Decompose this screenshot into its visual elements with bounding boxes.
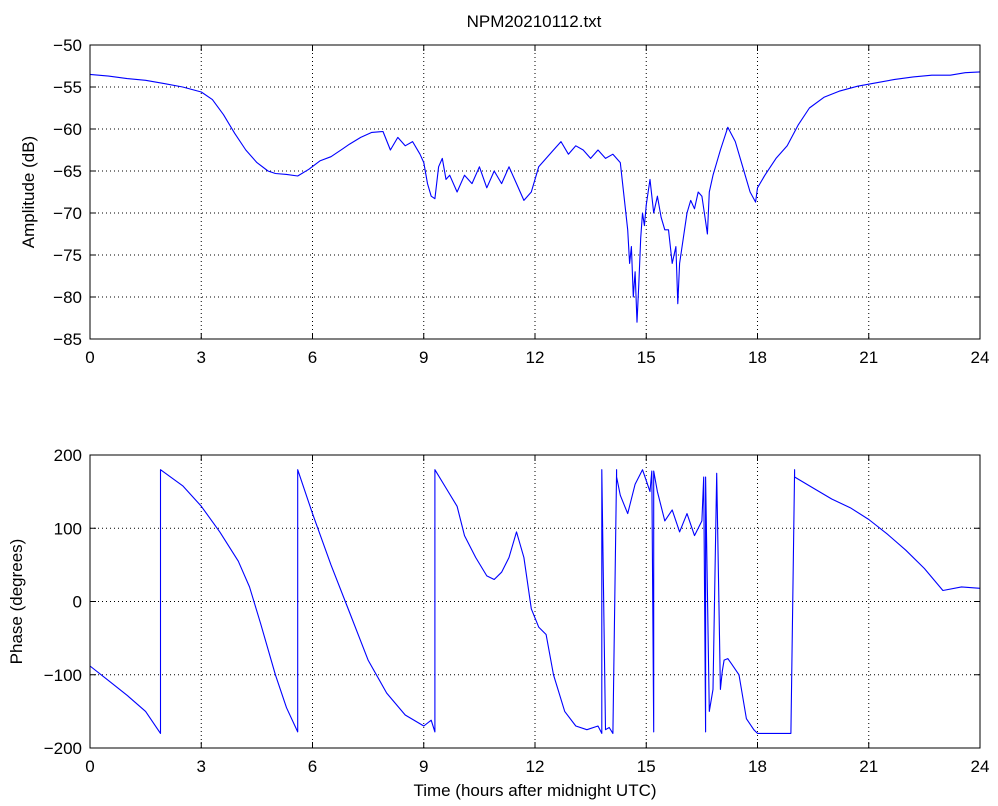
phase-y-tick-label: 200 <box>54 446 82 465</box>
amplitude-y-tick-label: −55 <box>53 78 82 97</box>
amplitude-y-tick-label: −50 <box>53 36 82 55</box>
phase-x-tick-label: 12 <box>526 757 545 776</box>
phase-x-tick-label: 9 <box>419 757 428 776</box>
phase-y-tick-label: 100 <box>54 519 82 538</box>
phase-y-axis-label: Phase (degrees) <box>7 539 26 665</box>
phase-y-tick-label: −100 <box>44 666 82 685</box>
phase-x-tick-label: 0 <box>85 757 94 776</box>
amplitude-x-tick-label: 3 <box>197 348 206 367</box>
amplitude-x-tick-label: 12 <box>526 348 545 367</box>
amplitude-y-tick-label: −70 <box>53 204 82 223</box>
amplitude-x-tick-label: 0 <box>85 348 94 367</box>
amplitude-y-axis-label: Amplitude (dB) <box>19 136 38 248</box>
amplitude-y-tick-label: −75 <box>53 246 82 265</box>
amplitude-y-tick-label: −60 <box>53 120 82 139</box>
phase-x-tick-label: 18 <box>748 757 767 776</box>
amplitude-x-tick-label: 15 <box>637 348 656 367</box>
phase-x-axis-label: Time (hours after midnight UTC) <box>413 781 656 800</box>
phase-y-tick-label: −200 <box>44 739 82 758</box>
amplitude-y-tick-label: −80 <box>53 288 82 307</box>
phase-x-tick-label: 15 <box>637 757 656 776</box>
amplitude-y-tick-label: −65 <box>53 162 82 181</box>
amplitude-x-tick-label: 6 <box>308 348 317 367</box>
amplitude-x-tick-label: 9 <box>419 348 428 367</box>
phase-series-line <box>89 469 981 734</box>
amplitude-x-tick-label: 21 <box>859 348 878 367</box>
amplitude-x-tick-label: 24 <box>971 348 990 367</box>
phase-x-tick-label: 6 <box>308 757 317 776</box>
phase-x-tick-label: 24 <box>971 757 990 776</box>
amplitude-x-tick-label: 18 <box>748 348 767 367</box>
phase-y-tick-label: 0 <box>73 593 82 612</box>
phase-x-tick-label: 3 <box>197 757 206 776</box>
amplitude-y-tick-label: −85 <box>53 330 82 349</box>
chart-title: NPM20210112.txt <box>467 12 602 31</box>
phase-x-tick-label: 21 <box>859 757 878 776</box>
phase-chart: 0 3 6 9 12 15 18 21 24 −200 −100 0 100 200 Phase (degr… <box>7 446 989 800</box>
amplitude-series-line <box>89 71 981 323</box>
amplitude-chart: 0 3 6 9 12 15 18 21 24 −85 −80 −75 −70 −65 −60 −55 −50 Am… <box>19 36 989 367</box>
